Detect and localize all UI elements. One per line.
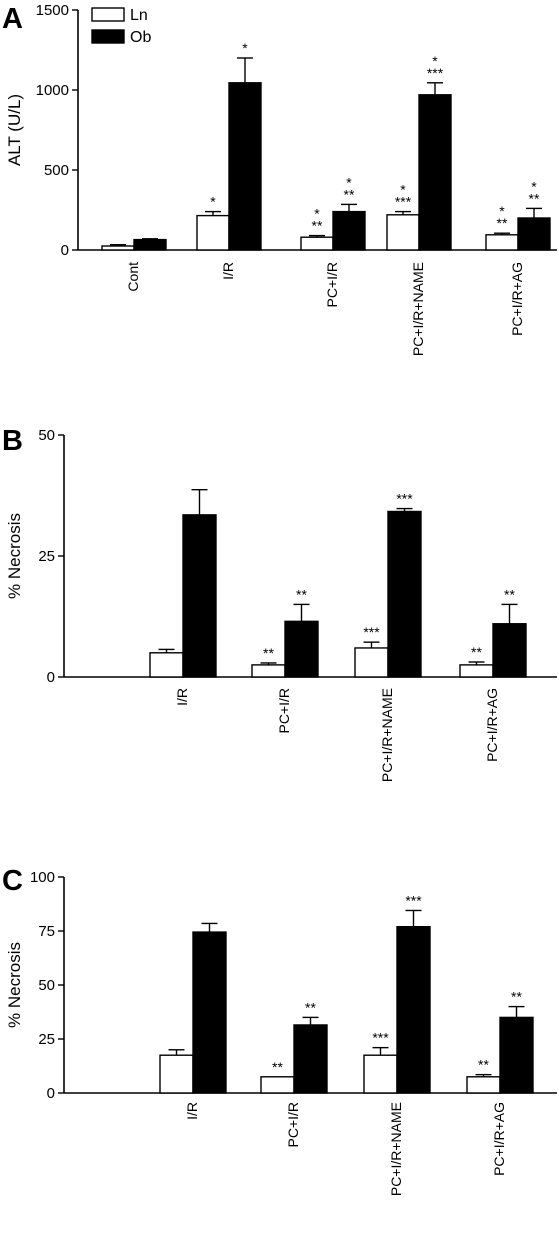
- panel-letter: C: [2, 865, 23, 897]
- significance-label: **: [263, 645, 274, 661]
- category-label: PC+I/R+AG: [509, 262, 525, 336]
- significance-label: **: [497, 215, 508, 231]
- significance-label: **: [312, 218, 323, 234]
- bar-ln: [363, 1054, 398, 1094]
- legend-swatch-ln: [91, 7, 125, 22]
- bar-ob: [182, 514, 217, 678]
- bar-ln: [149, 652, 184, 678]
- bar-ob: [418, 94, 452, 251]
- category-label: I/R: [220, 262, 236, 280]
- y-tick-label: 50: [38, 977, 55, 994]
- bar-ob: [332, 210, 366, 251]
- bar-ln: [101, 245, 135, 251]
- y-tick-label: 25: [38, 548, 55, 565]
- significance-label: *: [242, 40, 248, 56]
- y-tick-label: 75: [38, 923, 55, 940]
- bar-ln: [459, 664, 494, 678]
- significance-label: ***: [427, 65, 444, 81]
- category-label: Cont: [125, 262, 141, 292]
- bar-ln: [354, 647, 389, 678]
- y-axis-title: % Necrosis: [5, 513, 24, 599]
- category-label: PC+I/R+AG: [484, 688, 500, 762]
- significance-label: *: [432, 53, 438, 69]
- bar-ln: [485, 234, 519, 251]
- bar-ob: [387, 510, 422, 678]
- y-axis-title: ALT (U/L): [5, 94, 24, 166]
- legend: Ln Ob: [91, 7, 151, 46]
- category-label: PC+I/R+AG: [491, 1102, 507, 1176]
- y-tick-label: 0: [47, 669, 55, 686]
- bar-ln: [251, 664, 286, 678]
- bar-ln: [196, 214, 230, 251]
- category-label: I/R: [174, 688, 190, 706]
- category-label: PC+I/R: [285, 1102, 301, 1148]
- y-tick-label: 50: [38, 427, 55, 444]
- significance-label: **: [529, 190, 540, 206]
- significance-label: ***: [395, 194, 412, 210]
- bar-ob: [133, 238, 167, 251]
- significance-label: *: [531, 178, 537, 194]
- y-tick-label: 0: [47, 1085, 55, 1102]
- bar-ob: [499, 1016, 534, 1094]
- significance-label: ***: [372, 1030, 389, 1046]
- significance-label: **: [305, 999, 316, 1015]
- category-label: PC+I/R: [276, 688, 292, 734]
- significance-label: ***: [363, 624, 380, 640]
- bar-ob: [228, 82, 262, 251]
- significance-label: ***: [396, 491, 413, 507]
- panel-letter: B: [2, 425, 23, 457]
- panel-letter: A: [2, 3, 23, 35]
- significance-label: **: [504, 586, 515, 602]
- bar-ob: [517, 217, 551, 251]
- category-label: PC+I/R: [324, 262, 340, 308]
- bar-ln: [260, 1076, 295, 1094]
- significance-label: **: [511, 989, 522, 1005]
- bar-ln: [466, 1076, 501, 1094]
- bar-ob: [192, 931, 227, 1094]
- category-label: PC+I/R+NAME: [410, 262, 426, 356]
- significance-label: *: [210, 194, 216, 210]
- bar-ob: [284, 620, 319, 678]
- y-tick-label: 1500: [36, 2, 69, 19]
- bar-ob: [396, 925, 431, 1094]
- legend-swatch-ob: [91, 29, 125, 44]
- bar-ln: [159, 1054, 194, 1094]
- significance-label: *: [400, 182, 406, 198]
- panel-b: B 0 25 50 % Necrosis I/R ** ** PC+I/R *** *** PC+I/…: [2, 425, 557, 782]
- bar-ob: [492, 623, 527, 678]
- legend-label-ln: Ln: [130, 7, 148, 24]
- y-tick-label: 500: [44, 162, 69, 179]
- significance-label: **: [478, 1057, 489, 1073]
- category-label: PC+I/R+NAME: [388, 1102, 404, 1196]
- bar-ln: [300, 236, 334, 251]
- significance-label: ***: [405, 892, 422, 908]
- significance-label: **: [471, 644, 482, 660]
- significance-label: *: [499, 203, 505, 219]
- y-tick-label: 25: [38, 1031, 55, 1048]
- category-label: PC+I/R+NAME: [379, 688, 395, 782]
- category-label: I/R: [184, 1102, 200, 1120]
- significance-label: **: [344, 186, 355, 202]
- bar-ln: [386, 214, 420, 251]
- y-tick-label: 1000: [36, 82, 69, 99]
- bar-ob: [293, 1024, 328, 1094]
- y-axis-title: % Necrosis: [5, 942, 24, 1028]
- significance-label: *: [314, 206, 320, 222]
- significance-label: *: [346, 174, 352, 190]
- y-tick-label: 100: [30, 869, 55, 886]
- y-tick-label: 0: [61, 242, 69, 259]
- significance-label: **: [296, 586, 307, 602]
- legend-label-ob: Ob: [130, 29, 151, 46]
- significance-label: **: [272, 1059, 283, 1075]
